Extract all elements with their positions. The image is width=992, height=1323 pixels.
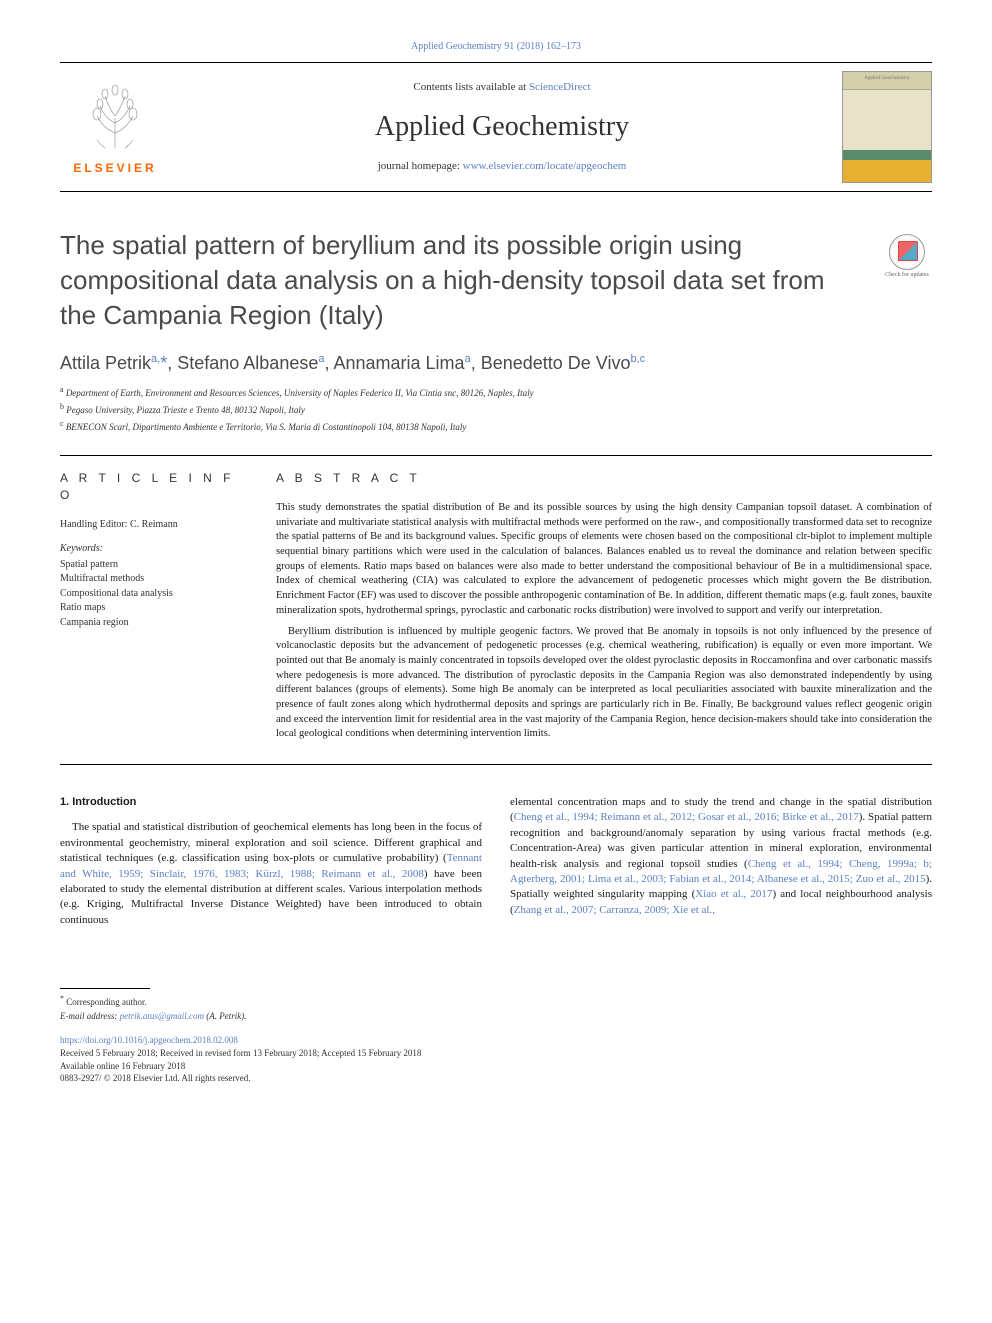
footer: * Corresponding author. E-mail address: … [60, 988, 932, 1085]
header-center: Contents lists available at ScienceDirec… [170, 63, 834, 191]
intro-paragraph-cont: elemental concentration maps and to stud… [510, 795, 932, 918]
journal-cover-thumbnail: Applied Geochemistry [842, 71, 932, 183]
abstract-paragraph-2: Beryllium distribution is influenced by … [276, 625, 932, 743]
check-updates-label: Check for updates [885, 272, 929, 279]
homepage-link[interactable]: www.elsevier.com/locate/apgeochem [463, 160, 627, 172]
check-for-updates-badge[interactable]: Check for updates [882, 234, 932, 294]
article-title: The spatial pattern of beryllium and its… [60, 228, 866, 333]
footnote-rule [60, 988, 150, 989]
available-line: Available online 16 February 2018 [60, 1060, 932, 1073]
journal-reference: Applied Geochemistry 91 (2018) 162–173 [60, 40, 932, 54]
keywords-label: Keywords: [60, 542, 236, 556]
journal-name: Applied Geochemistry [375, 107, 629, 146]
divider [60, 764, 932, 765]
doi-block: https://doi.org/10.1016/j.apgeochem.2018… [60, 1034, 932, 1084]
text: The spatial and statistical distribution… [60, 821, 482, 864]
article-info-heading: A R T I C L E I N F O [60, 470, 236, 504]
authors-line: Attila Petrika,*, Stefano Albanesea, Ann… [60, 351, 932, 376]
sciencedirect-link[interactable]: ScienceDirect [529, 81, 591, 93]
contents-prefix: Contents lists available at [413, 81, 528, 93]
citation-link[interactable]: Zhang et al., 2007; Carranza, 2009; Xie … [514, 904, 715, 916]
keywords-list: Spatial patternMultifractal methodsCompo… [60, 558, 236, 631]
homepage-prefix: journal homepage: [378, 160, 463, 172]
column-left: 1. Introduction The spatial and statisti… [60, 795, 482, 928]
copyright-line: 0883-2927/ © 2018 Elsevier Ltd. All righ… [60, 1072, 932, 1085]
elsevier-tree-icon [75, 78, 155, 158]
section-1-heading: 1. Introduction [60, 795, 482, 810]
affiliations: a Department of Earth, Environment and R… [60, 384, 932, 433]
crossmark-icon [889, 234, 925, 270]
corr-text: Corresponding author. [66, 997, 147, 1007]
email-line: E-mail address: petrik.atus@gmail.com (A… [60, 1010, 932, 1023]
journal-header: ELSEVIER Contents lists available at Sci… [60, 62, 932, 192]
citation-link[interactable]: Xiao et al., 2017 [695, 888, 772, 900]
cover-title: Applied Geochemistry [843, 72, 931, 90]
corresponding-author: * Corresponding author. [60, 993, 932, 1009]
body-columns: 1. Introduction The spatial and statisti… [60, 795, 932, 928]
article-info-panel: A R T I C L E I N F O Handling Editor: C… [60, 470, 260, 748]
elsevier-logo: ELSEVIER [60, 63, 170, 191]
column-right: elemental concentration maps and to stud… [510, 795, 932, 928]
abstract-paragraph-1: This study demonstrates the spatial dist… [276, 501, 932, 619]
homepage-line: journal homepage: www.elsevier.com/locat… [378, 159, 627, 174]
abstract-panel: A B S T R A C T This study demonstrates … [260, 470, 932, 748]
email-label: E-mail address: [60, 1011, 117, 1021]
divider [60, 455, 932, 456]
email-suffix: (A. Petrik). [206, 1011, 246, 1021]
contents-line: Contents lists available at ScienceDirec… [413, 80, 590, 95]
received-line: Received 5 February 2018; Received in re… [60, 1047, 932, 1060]
doi-link[interactable]: https://doi.org/10.1016/j.apgeochem.2018… [60, 1035, 238, 1045]
elsevier-wordmark: ELSEVIER [73, 160, 156, 177]
abstract-heading: A B S T R A C T [276, 470, 932, 487]
citation-link[interactable]: Cheng et al., 1994; Reimann et al., 2012… [514, 811, 859, 823]
handling-editor: Handling Editor: C. Reimann [60, 518, 236, 532]
intro-paragraph: The spatial and statistical distribution… [60, 820, 482, 928]
email-link[interactable]: petrik.atus@gmail.com [120, 1011, 204, 1021]
